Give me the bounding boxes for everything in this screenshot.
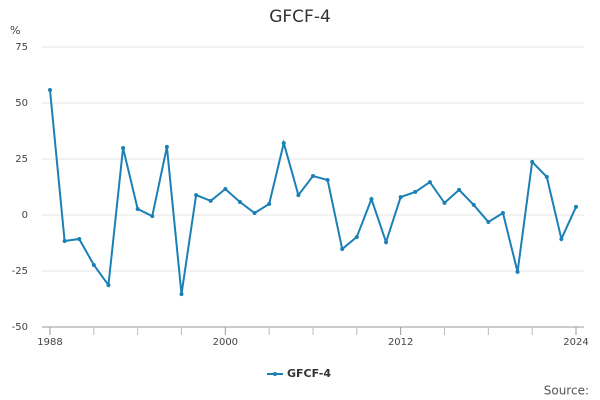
y-unit: %	[10, 24, 20, 37]
y-tick-label: -25	[12, 266, 28, 277]
point	[325, 178, 330, 183]
point	[48, 88, 52, 93]
chart-title: GFCF-4	[269, 7, 331, 27]
point	[150, 214, 155, 219]
point	[574, 204, 578, 209]
point	[296, 193, 301, 198]
point	[252, 210, 257, 215]
point	[223, 187, 228, 192]
y-tick-label: 0	[22, 210, 28, 221]
legend-swatch-dot	[273, 372, 277, 376]
point	[530, 159, 535, 164]
y-tick-label: 25	[15, 154, 28, 165]
point	[340, 247, 345, 252]
point	[457, 187, 462, 192]
point	[62, 238, 67, 243]
source: Source:	[544, 384, 589, 398]
y-tick-label: -50	[12, 322, 28, 333]
point	[237, 200, 242, 205]
point	[311, 174, 315, 179]
point	[413, 189, 418, 194]
point	[91, 262, 96, 267]
x-tick-label: 1988	[37, 337, 62, 348]
point	[164, 144, 169, 149]
point	[369, 197, 374, 202]
y-tick-label: 50	[15, 98, 28, 109]
point	[427, 180, 432, 185]
point	[398, 195, 403, 200]
legend-label: GFCF-4	[287, 367, 331, 380]
point	[544, 174, 549, 179]
point	[384, 240, 389, 245]
x-tick-label: 2000	[213, 337, 238, 348]
y-tick-label: 75	[15, 42, 28, 53]
point	[135, 206, 140, 211]
point	[486, 219, 491, 224]
point	[208, 198, 213, 203]
point	[281, 141, 286, 146]
point	[121, 146, 126, 151]
point	[559, 236, 564, 241]
point	[500, 210, 505, 215]
point	[471, 202, 476, 207]
x-tick-label: 2024	[563, 337, 588, 348]
point	[442, 200, 447, 205]
point	[179, 292, 184, 297]
point	[77, 236, 82, 241]
point	[194, 193, 199, 198]
x-tick-label: 2012	[388, 337, 413, 348]
point	[354, 234, 359, 239]
point	[267, 202, 272, 207]
point	[515, 269, 520, 274]
point	[106, 283, 111, 288]
series-line	[49, 89, 577, 295]
